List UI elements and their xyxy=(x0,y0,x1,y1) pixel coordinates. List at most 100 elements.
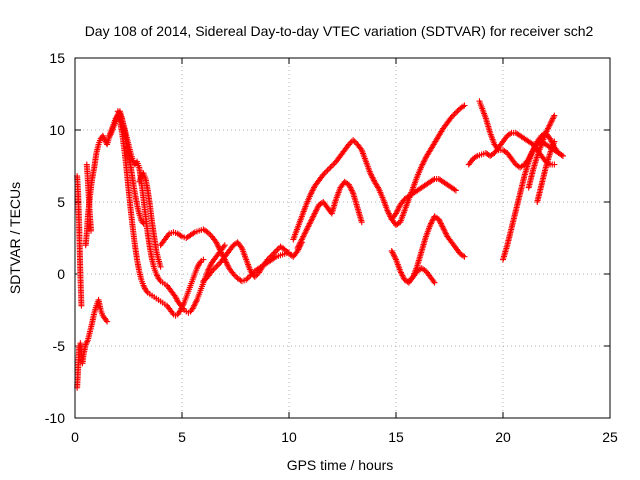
data-point-marker xyxy=(274,246,281,253)
data-point-marker xyxy=(180,305,187,312)
data-point-marker xyxy=(82,341,89,348)
data-point-marker xyxy=(230,271,237,277)
data-points xyxy=(74,98,566,391)
data-point-marker xyxy=(427,220,434,227)
data-point-marker xyxy=(268,252,275,259)
data-point-marker xyxy=(348,186,355,193)
data-point-marker xyxy=(392,255,399,262)
data-point-marker xyxy=(388,247,395,254)
data-point-marker xyxy=(311,210,318,217)
data-point-marker xyxy=(312,209,319,216)
data-point-marker xyxy=(430,176,437,183)
data-point-marker xyxy=(551,112,558,119)
data-point-marker xyxy=(165,232,172,239)
y-tick-label: -10 xyxy=(45,410,65,426)
data-point-marker xyxy=(216,246,223,253)
data-point-marker xyxy=(395,204,402,211)
x-tick-label: 10 xyxy=(281,429,297,445)
data-point-marker xyxy=(393,209,400,216)
series-arc-18 xyxy=(525,112,558,191)
data-point-marker xyxy=(368,171,375,178)
data-point-marker xyxy=(547,119,554,126)
data-point-marker xyxy=(253,272,260,279)
data-point-marker xyxy=(83,340,90,347)
data-point-marker xyxy=(321,170,328,177)
data-point-marker xyxy=(397,268,404,275)
data-point-marker xyxy=(431,279,438,286)
data-point-marker xyxy=(350,137,357,144)
x-tick-label: 20 xyxy=(495,429,511,445)
data-point-marker xyxy=(420,158,427,165)
data-point-marker xyxy=(309,187,316,194)
data-point-marker xyxy=(320,171,327,178)
data-point-marker xyxy=(454,108,461,115)
data-point-marker xyxy=(370,175,377,182)
data-point-marker xyxy=(543,128,550,135)
data-point-marker xyxy=(397,269,404,276)
data-point-marker xyxy=(345,141,352,148)
data-point-marker xyxy=(193,298,200,305)
y-tick-label: -5 xyxy=(53,338,66,354)
data-point-marker xyxy=(347,139,354,146)
data-point-marker xyxy=(104,318,111,325)
data-point-marker xyxy=(323,168,330,175)
data-point-marker xyxy=(270,250,277,257)
data-point-marker xyxy=(271,249,278,256)
data-point-marker xyxy=(264,256,271,263)
data-point-marker xyxy=(368,173,375,180)
series-arc-10 xyxy=(290,102,468,243)
data-point-marker xyxy=(436,217,443,224)
data-point-marker xyxy=(367,170,374,177)
data-point-marker xyxy=(115,109,122,116)
data-point-marker xyxy=(405,278,412,285)
data-point-marker xyxy=(300,233,307,240)
data-point-marker xyxy=(310,186,317,193)
data-point-marker xyxy=(210,266,217,273)
data-point-marker xyxy=(129,157,136,164)
data-point-marker xyxy=(172,294,179,301)
data-point-marker xyxy=(391,253,398,260)
data-point-marker xyxy=(440,224,447,231)
data-point-marker xyxy=(398,271,405,277)
y-axis-label: SDTVAR / TECUs xyxy=(7,182,23,294)
x-tick-label: 5 xyxy=(178,429,186,445)
data-point-marker xyxy=(544,127,551,133)
data-point-marker xyxy=(442,229,449,236)
data-point-marker xyxy=(547,137,554,144)
data-point-marker xyxy=(295,243,302,250)
data-point-marker xyxy=(283,247,290,254)
data-point-marker xyxy=(437,219,444,226)
data-point-marker xyxy=(324,167,331,174)
data-point-marker xyxy=(347,184,354,191)
data-point-marker xyxy=(547,121,554,128)
data-point-marker xyxy=(177,232,184,239)
data-point-marker xyxy=(435,216,442,223)
data-point-marker xyxy=(200,278,207,285)
data-point-marker xyxy=(193,265,200,272)
data-point-marker xyxy=(305,223,312,230)
data-point-marker xyxy=(313,207,320,214)
data-point-marker xyxy=(441,227,448,234)
data-point-marker xyxy=(304,224,311,231)
data-point-marker xyxy=(153,271,160,277)
data-point-marker xyxy=(437,220,444,227)
data-point-marker xyxy=(298,236,305,243)
data-point-marker xyxy=(358,219,365,226)
data-point-marker xyxy=(451,186,458,193)
data-point-marker xyxy=(389,249,396,256)
data-point-marker xyxy=(224,262,231,269)
data-point-marker xyxy=(273,247,280,254)
data-point-marker xyxy=(237,243,244,250)
data-point-marker xyxy=(246,273,253,280)
data-point-marker xyxy=(281,246,288,253)
data-point-marker xyxy=(173,295,180,302)
data-point-marker xyxy=(461,253,468,260)
data-point-marker xyxy=(450,112,457,119)
series-arc-4 xyxy=(83,161,95,234)
y-tick-label: 0 xyxy=(57,266,65,282)
data-point-marker xyxy=(346,183,353,190)
data-point-marker xyxy=(448,114,455,121)
data-point-marker xyxy=(299,235,306,241)
data-point-marker xyxy=(551,138,558,145)
